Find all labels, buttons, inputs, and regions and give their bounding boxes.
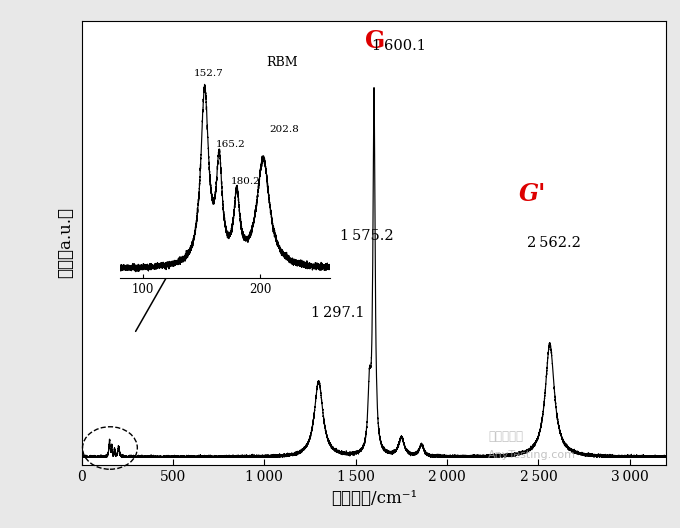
Text: G': G' bbox=[518, 182, 546, 206]
Y-axis label: 强度（a.u.）: 强度（a.u.） bbox=[58, 208, 75, 278]
Text: G: G bbox=[365, 29, 386, 53]
Text: 1 600.1: 1 600.1 bbox=[372, 39, 426, 53]
Text: 2 562.2: 2 562.2 bbox=[526, 236, 581, 250]
Text: 嘉啕检测网: 嘉啕检测网 bbox=[488, 430, 523, 443]
Text: D: D bbox=[305, 249, 325, 272]
Text: AnyTesting.com: AnyTesting.com bbox=[488, 450, 576, 460]
X-axis label: 拉曼频移/cm⁻¹: 拉曼频移/cm⁻¹ bbox=[331, 491, 417, 507]
Text: 1 575.2: 1 575.2 bbox=[340, 229, 394, 243]
Text: 1 297.1: 1 297.1 bbox=[311, 306, 364, 320]
